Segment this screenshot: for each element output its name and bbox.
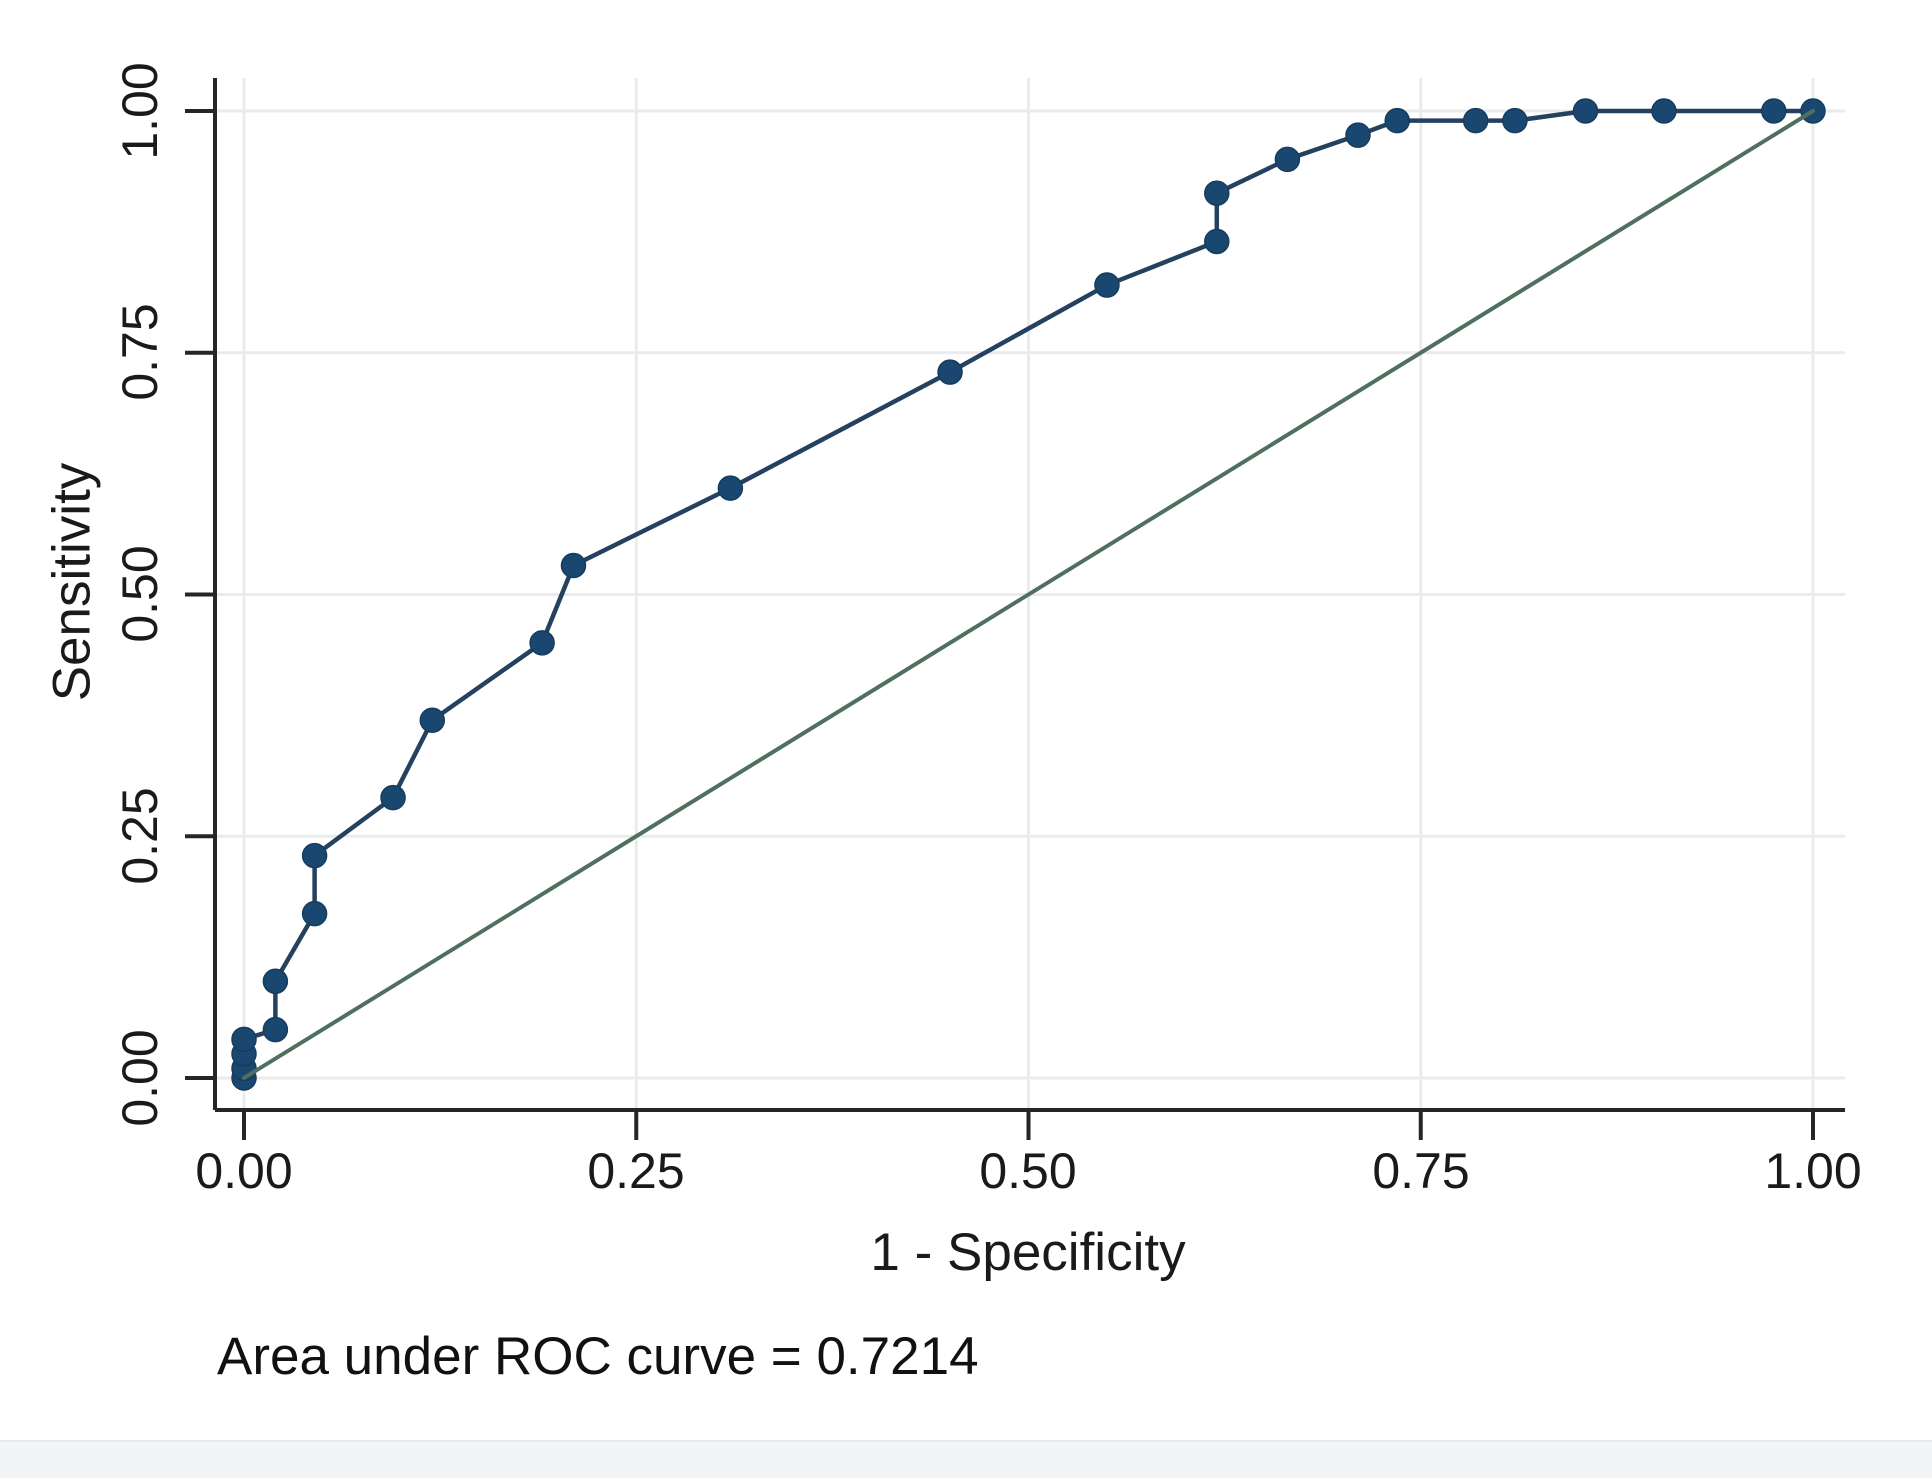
x-tick-label: 0.00 [195, 1143, 293, 1199]
y-tick-label: 0.25 [112, 787, 168, 885]
y-tick-label: 0.75 [112, 303, 168, 401]
x-tick-label: 0.50 [979, 1143, 1077, 1199]
y-axis-title: Sensitivity [42, 462, 102, 702]
window-bottom-edge [0, 1440, 1932, 1478]
y-tick-label: 0.00 [112, 1029, 168, 1127]
auc-caption: Area under ROC curve = 0.7214 [217, 1327, 979, 1386]
x-tick-label: 0.25 [587, 1143, 685, 1199]
x-tick-label: 0.75 [1372, 1143, 1470, 1199]
x-axis-title: 1 - Specificity [870, 1223, 1186, 1282]
y-tick-label: 1.00 [112, 62, 168, 160]
y-tick-label: 0.50 [112, 545, 168, 643]
x-tick-label: 1.00 [1764, 1143, 1862, 1199]
